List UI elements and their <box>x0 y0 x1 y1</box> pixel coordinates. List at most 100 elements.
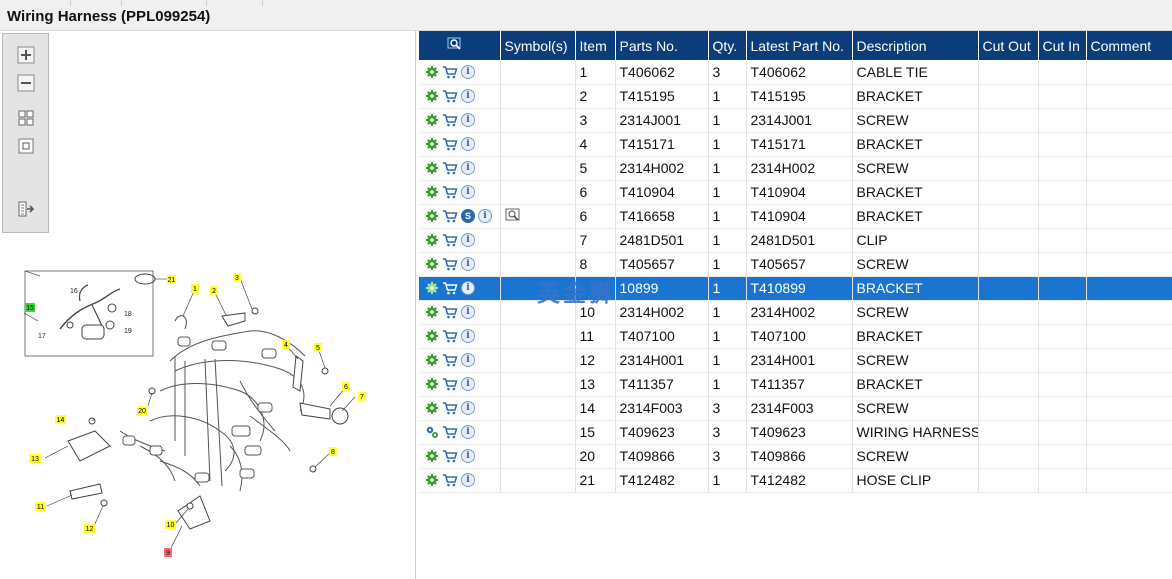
info-icon[interactable]: i <box>461 137 475 151</box>
info-icon[interactable]: i <box>461 377 475 391</box>
part-no-cell[interactable]: T405657 <box>615 252 709 277</box>
part-no-cell[interactable]: T409623 <box>615 420 709 445</box>
part-no-cell[interactable]: T407100 <box>615 324 709 349</box>
column-header-latest-part-no[interactable]: Latest Part No. <box>746 31 853 60</box>
latest-part-no-cell[interactable]: 2314H002 <box>746 156 853 181</box>
add-to-cart-icon[interactable] <box>442 377 458 391</box>
column-header-qty[interactable]: Qty. <box>708 31 747 60</box>
zoom-in-button[interactable] <box>16 46 36 64</box>
info-icon[interactable]: i <box>461 305 475 319</box>
info-icon[interactable]: i <box>461 64 475 79</box>
part-no-cell[interactable]: T415171 <box>615 132 709 157</box>
options-gear-icon[interactable] <box>425 353 439 367</box>
part-no-cell[interactable]: T409866 <box>615 444 709 469</box>
fit-frame-button[interactable] <box>16 137 36 155</box>
column-header-comment[interactable]: Comment <box>1086 31 1172 60</box>
add-to-cart-icon[interactable] <box>442 449 458 463</box>
table-row[interactable]: i 20 T409866 3 T409866 SCREW <box>419 444 1172 469</box>
options-gear-icon[interactable] <box>425 185 439 199</box>
info-icon[interactable]: i <box>461 113 475 127</box>
options-gear-icon[interactable] <box>425 89 439 103</box>
info-icon[interactable]: i <box>461 473 475 487</box>
assembly-gears-icon[interactable] <box>425 425 439 439</box>
options-gear-icon[interactable] <box>425 377 439 391</box>
add-to-cart-icon[interactable] <box>442 473 458 487</box>
part-no-cell[interactable]: T406062 <box>615 60 709 85</box>
part-no-cell[interactable]: T410904 <box>615 180 709 205</box>
latest-part-no-cell[interactable]: T409866 <box>746 444 853 469</box>
add-to-cart-icon[interactable] <box>442 65 458 79</box>
options-gear-icon[interactable] <box>425 449 439 463</box>
info-icon[interactable]: i <box>461 185 475 199</box>
table-row[interactable]: i 6 T410904 1 T410904 BRACKET <box>419 180 1172 205</box>
part-no-cell[interactable]: 2314J001 <box>615 108 709 133</box>
column-header-part-no[interactable]: Parts No. <box>615 31 709 60</box>
table-row[interactable]: i 13 T411357 1 T411357 BRACKET <box>419 372 1172 397</box>
add-to-cart-icon[interactable] <box>442 113 458 127</box>
latest-part-no-cell[interactable]: T409623 <box>746 420 853 445</box>
table-row[interactable]: i 2 T415195 1 T415195 BRACKET <box>419 84 1172 109</box>
table-row[interactable]: i 21 T412482 1 T412482 HOSE CLIP <box>419 468 1172 493</box>
options-gear-icon[interactable] <box>425 401 439 415</box>
table-row[interactable]: i 10899 1 T410899 BRACKET <box>419 276 1172 301</box>
column-header-actions[interactable] <box>419 31 501 60</box>
add-to-cart-icon[interactable] <box>442 353 458 367</box>
table-row[interactable]: i 3 2314J001 1 2314J001 SCREW <box>419 108 1172 133</box>
info-icon[interactable]: i <box>461 89 475 103</box>
latest-part-no-cell[interactable]: T415195 <box>746 84 853 109</box>
latest-part-no-cell[interactable]: T406062 <box>746 60 853 85</box>
options-gear-icon[interactable] <box>425 113 439 127</box>
add-to-cart-icon[interactable] <box>442 257 458 271</box>
table-row[interactable]: i 11 T407100 1 T407100 BRACKET <box>419 324 1172 349</box>
table-row[interactable]: i 1 T406062 3 T406062 CABLE TIE <box>419 60 1172 85</box>
fit-all-button[interactable] <box>16 109 36 127</box>
part-no-cell[interactable]: 2314H002 <box>615 300 709 325</box>
part-no-cell[interactable]: 2314H001 <box>615 348 709 373</box>
latest-part-no-cell[interactable]: 2314J001 <box>746 108 853 133</box>
options-gear-icon[interactable] <box>425 281 439 295</box>
table-row[interactable]: i 12 2314H001 1 2314H001 SCREW <box>419 348 1172 373</box>
add-to-cart-icon[interactable] <box>442 281 458 295</box>
latest-part-no-cell[interactable]: T405657 <box>746 252 853 277</box>
latest-part-no-cell[interactable]: T411357 <box>746 372 853 397</box>
info-icon[interactable]: i <box>461 449 475 463</box>
part-no-cell[interactable]: 2481D501 <box>615 228 709 253</box>
latest-part-no-cell[interactable]: 2481D501 <box>746 228 853 253</box>
part-no-cell[interactable]: 2314H002 <box>615 156 709 181</box>
info-icon[interactable]: i <box>461 281 475 295</box>
info-icon[interactable]: i <box>461 233 475 247</box>
table-row[interactable]: i 4 T415171 1 T415171 BRACKET <box>419 132 1172 157</box>
options-gear-icon[interactable] <box>425 257 439 271</box>
add-to-cart-icon[interactable] <box>442 89 458 103</box>
latest-part-no-cell[interactable]: T407100 <box>746 324 853 349</box>
options-gear-icon[interactable] <box>425 305 439 319</box>
part-no-cell[interactable]: 2314F003 <box>615 396 709 421</box>
options-gear-icon[interactable] <box>425 209 439 223</box>
latest-part-no-cell[interactable]: 2314H001 <box>746 348 853 373</box>
add-to-cart-icon[interactable] <box>442 329 458 343</box>
supersession-s-icon[interactable]: S <box>461 209 475 223</box>
options-gear-icon[interactable] <box>425 329 439 343</box>
part-no-cell[interactable]: T415195 <box>615 84 709 109</box>
add-to-cart-icon[interactable] <box>442 401 458 415</box>
table-row[interactable]: i 5 2314H002 1 2314H002 SCREW <box>419 156 1172 181</box>
add-to-cart-icon[interactable] <box>442 185 458 199</box>
column-header-symbols[interactable]: Symbol(s) <box>500 31 576 60</box>
add-to-cart-icon[interactable] <box>442 425 458 439</box>
table-row[interactable]: i 7 2481D501 1 2481D501 CLIP <box>419 228 1172 253</box>
column-header-cut-in[interactable]: Cut In <box>1038 31 1087 60</box>
info-icon[interactable]: i <box>461 401 475 415</box>
latest-part-no-cell[interactable]: T410904 <box>746 180 853 205</box>
table-row[interactable]: i 10 2314H002 1 2314H002 SCREW <box>419 300 1172 325</box>
latest-part-no-cell[interactable]: T410899 <box>746 276 853 301</box>
export-button[interactable] <box>16 200 36 218</box>
options-gear-icon[interactable] <box>425 233 439 247</box>
add-to-cart-icon[interactable] <box>442 161 458 175</box>
column-header-description[interactable]: Description <box>852 31 979 60</box>
options-gear-icon[interactable] <box>425 137 439 151</box>
info-icon[interactable]: i <box>461 353 475 367</box>
table-row[interactable]: i 8 T405657 1 T405657 SCREW <box>419 252 1172 277</box>
latest-part-no-cell[interactable]: T410904 <box>746 204 853 229</box>
add-to-cart-icon[interactable] <box>442 233 458 247</box>
